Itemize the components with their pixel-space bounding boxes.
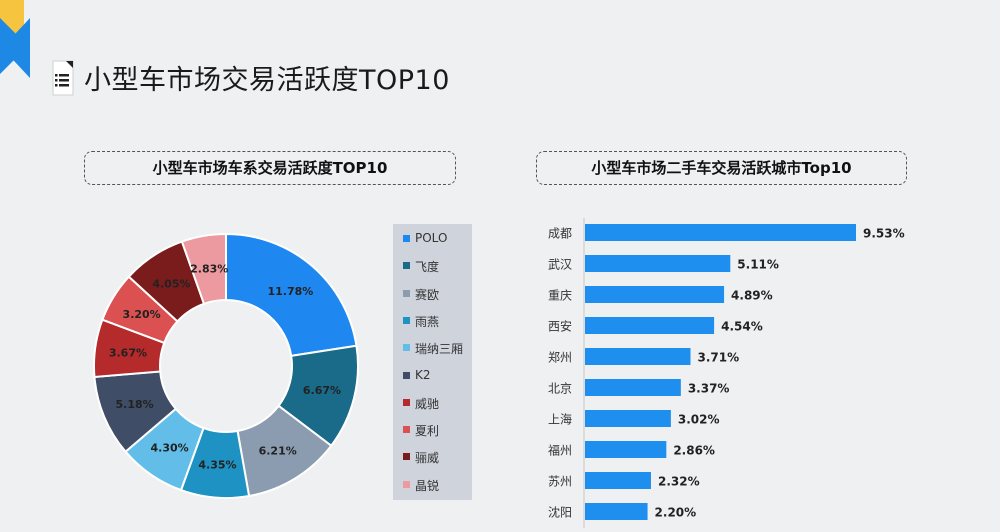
donut-legend: POLO 飞度赛欧雨燕瑞纳三厢 K2 威驰夏利骊威晶锐: [393, 224, 472, 500]
legend-swatch: [403, 289, 410, 297]
bar-data-label: 4.89%: [731, 289, 773, 303]
bar: [585, 410, 671, 427]
bar: [585, 348, 691, 365]
legend-swatch: [403, 398, 410, 406]
bar-category-label: 苏州: [548, 475, 572, 489]
donut-data-label: 5.18%: [116, 398, 154, 411]
legend-label: 雨燕: [415, 314, 440, 329]
legend-label: 夏利: [415, 424, 440, 439]
bar-data-label: 3.02%: [678, 413, 720, 427]
bar: [585, 472, 651, 489]
bar: [585, 317, 715, 334]
legend-swatch: [403, 316, 410, 324]
donut-chart-title: 小型车市场车系交易活跃度TOP10: [84, 151, 456, 185]
bar: [585, 286, 725, 303]
bar: [585, 503, 648, 520]
bar-data-label: 4.54%: [721, 320, 763, 334]
donut-data-label: 6.67%: [303, 384, 341, 397]
donut-data-label: 3.67%: [109, 346, 147, 359]
bar-data-label: 3.71%: [697, 351, 739, 365]
donut-data-label: 4.35%: [198, 459, 236, 472]
bar-category-label: 重庆: [548, 289, 572, 303]
legend-label: 赛欧: [415, 287, 440, 302]
legend-swatch: [403, 262, 410, 270]
legend-label: 威驰: [415, 396, 440, 411]
donut-data-label: 2.83%: [190, 262, 228, 275]
legend-label: 飞度: [415, 260, 440, 275]
bar-category-label: 西安: [548, 319, 572, 334]
donut-slice: [225, 232, 358, 358]
bar: [585, 379, 681, 396]
bar-data-label: 5.11%: [737, 258, 779, 272]
bar-category-label: 北京: [548, 382, 572, 396]
donut-data-label: 4.05%: [152, 277, 190, 290]
legend-swatch: [403, 371, 410, 379]
legend-swatch: [403, 235, 410, 242]
bar-category-label: 武汉: [548, 258, 572, 272]
document-list-icon: [52, 60, 74, 96]
legend-swatch: [403, 426, 410, 434]
bar-data-label: 2.20%: [655, 506, 697, 520]
bar-data-label: 3.37%: [688, 382, 730, 396]
bar-category-label: 成都: [548, 227, 572, 241]
bar-chart-title: 小型车市场二手车交易活跃城市Top10: [536, 151, 907, 185]
donut-data-label: 6.21%: [259, 444, 297, 457]
bar: [585, 255, 731, 272]
legend-label: POLO: [415, 231, 448, 245]
bar-category-label: 郑州: [548, 350, 572, 365]
donut-slice: [180, 232, 227, 306]
bar-data-label: 2.32%: [658, 475, 700, 489]
donut-data-label: 11.78%: [267, 285, 313, 298]
bar-data-label: 2.86%: [673, 444, 715, 458]
legend-label: 骊威: [415, 451, 440, 466]
legend-swatch: [403, 344, 410, 352]
donut-data-label: 3.20%: [123, 308, 161, 321]
legend-label: 晶锐: [415, 478, 440, 493]
legend-swatch: [403, 480, 410, 488]
legend-label: K2: [415, 367, 431, 382]
bar: [585, 224, 856, 241]
bar: [585, 441, 667, 458]
bar-data-label: 9.53%: [863, 227, 905, 241]
page-title: 小型车市场交易活跃度TOP10: [84, 65, 450, 96]
corner-decoration-right: [2, 18, 30, 78]
bar-category-label: 沈阳: [548, 505, 572, 520]
bar-category-label: 福州: [548, 443, 572, 458]
legend-label: 瑞纳三厢: [415, 342, 464, 357]
donut-data-label: 4.30%: [151, 441, 189, 454]
bar-category-label: 上海: [548, 412, 572, 427]
legend-swatch: [403, 453, 410, 461]
